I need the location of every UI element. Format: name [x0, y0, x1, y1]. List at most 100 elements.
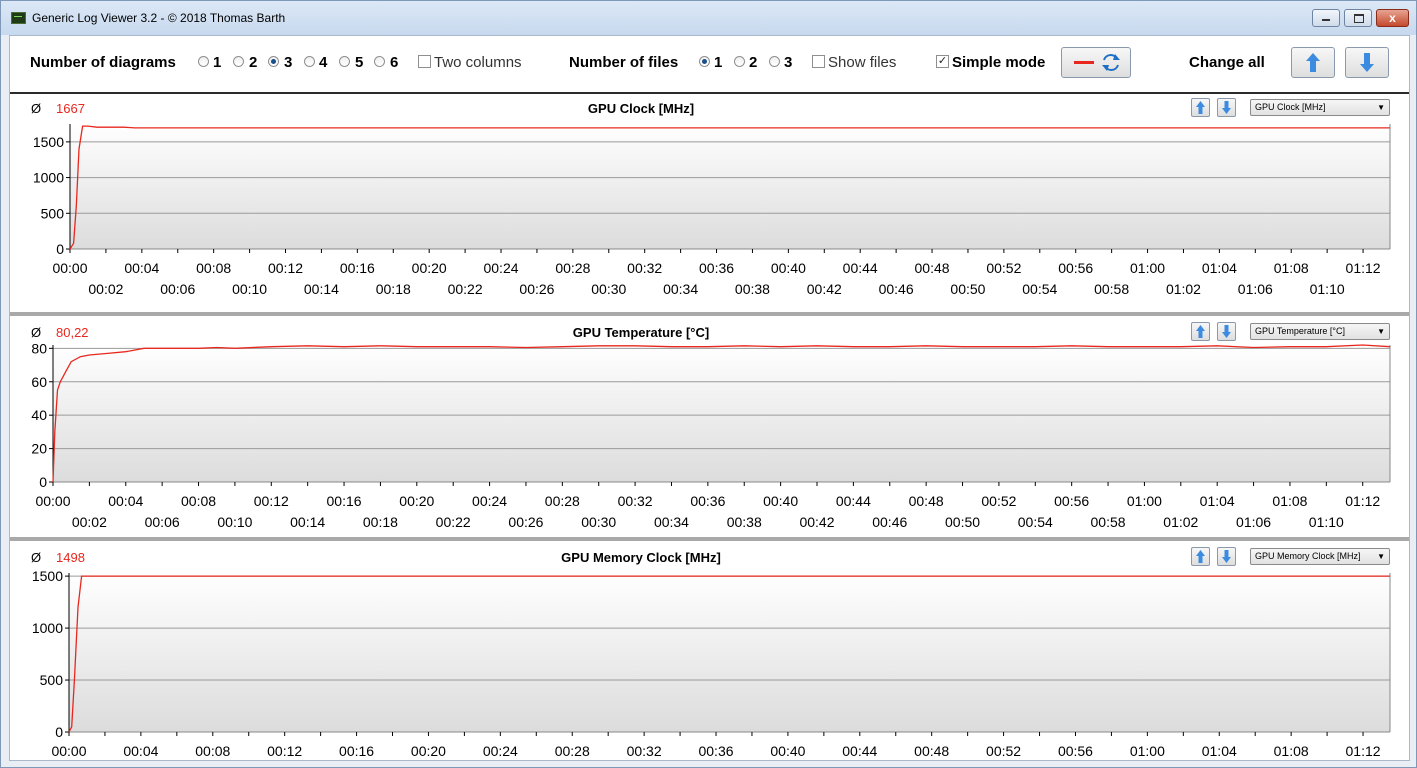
x-tick-label: 00:24: [483, 743, 518, 758]
x-tick-label: 00:52: [981, 493, 1016, 509]
x-tick-label: 00:14: [290, 514, 325, 530]
diagram-panel: Ø 80,22 GPU Temperature [°C] GPU Tempera…: [10, 317, 1409, 536]
files-radio-1[interactable]: [699, 56, 710, 67]
diagram-move-up-button[interactable]: [1191, 547, 1210, 566]
two-columns-checkbox[interactable]: [418, 55, 431, 68]
app-icon: [11, 12, 26, 24]
arrow-up-icon: [1306, 53, 1320, 72]
x-tick-label: 00:38: [727, 514, 762, 530]
x-tick-label: 01:08: [1272, 493, 1307, 509]
line-style-button[interactable]: [1061, 47, 1131, 78]
x-tick-label: 00:12: [268, 260, 303, 276]
x-tick-label: 00:34: [654, 514, 689, 530]
plot-background: [70, 124, 1390, 249]
x-tick-label: 00:52: [986, 260, 1021, 276]
title-bar[interactable]: Generic Log Viewer 3.2 - © 2018 Thomas B…: [1, 1, 1416, 35]
two-columns-label: Two columns: [434, 54, 522, 71]
plot-background: [69, 573, 1390, 732]
maximize-button[interactable]: [1344, 9, 1372, 27]
x-tick-label: 00:14: [304, 281, 339, 297]
x-tick-label: 00:16: [339, 743, 374, 758]
diagram-move-up-button[interactable]: [1191, 322, 1210, 341]
diagram-move-down-button[interactable]: [1217, 98, 1236, 117]
x-tick-label: 00:46: [879, 281, 914, 297]
arrow-down-icon: [1222, 101, 1231, 114]
minimize-button[interactable]: [1312, 9, 1340, 27]
files-option-label: 3: [784, 54, 793, 71]
x-tick-label: 00:02: [88, 281, 123, 297]
y-tick-label: 500: [40, 672, 64, 688]
show-files-checkbox[interactable]: [812, 55, 825, 68]
x-tick-label: 01:06: [1236, 514, 1271, 530]
y-tick-label: 20: [31, 441, 47, 457]
diagrams-option-label: 6: [390, 54, 399, 71]
diagrams-radio-4[interactable]: [304, 56, 315, 67]
y-tick-label: 0: [55, 724, 63, 740]
window-title: Generic Log Viewer 3.2 - © 2018 Thomas B…: [32, 11, 286, 25]
x-tick-label: 00:28: [555, 260, 590, 276]
files-radio-2[interactable]: [734, 56, 745, 67]
x-tick-label: 00:26: [519, 281, 554, 297]
x-tick-label: 00:32: [618, 493, 653, 509]
diagram-move-down-button[interactable]: [1217, 322, 1236, 341]
x-tick-label: 00:26: [508, 514, 543, 530]
x-tick-label: 00:32: [627, 260, 662, 276]
x-tick-label: 00:28: [545, 493, 580, 509]
simple-mode-checkbox[interactable]: ✓: [936, 55, 949, 68]
diagrams-radio-1[interactable]: [198, 56, 209, 67]
diagrams-option-label: 4: [319, 54, 328, 71]
x-tick-label: 00:20: [411, 743, 446, 758]
x-tick-label: 00:44: [836, 493, 871, 509]
move-up-all-button[interactable]: [1291, 47, 1335, 78]
plot-background: [53, 345, 1390, 482]
diagrams-radio-5[interactable]: [339, 56, 350, 67]
x-tick-label: 00:16: [340, 260, 375, 276]
sensor-dropdown[interactable]: GPU Clock [MHz] ▼: [1250, 99, 1390, 116]
x-tick-label: 00:10: [232, 281, 267, 297]
x-tick-label: 00:56: [1054, 493, 1089, 509]
diagrams-radio-2[interactable]: [233, 56, 244, 67]
diagram-move-up-button[interactable]: [1191, 98, 1210, 117]
close-button[interactable]: x: [1376, 9, 1409, 27]
diagrams-radio-6[interactable]: [374, 56, 385, 67]
files-radio-3[interactable]: [769, 56, 780, 67]
refresh-arrowhead: [1113, 54, 1120, 60]
x-tick-label: 00:30: [581, 514, 616, 530]
y-tick-label: 0: [56, 241, 64, 257]
x-tick-label: 00:30: [591, 281, 626, 297]
x-tick-label: 00:20: [412, 260, 447, 276]
x-tick-label: 01:10: [1309, 514, 1344, 530]
arrow-up-icon: [1196, 101, 1205, 114]
diagram-move-down-button[interactable]: [1217, 547, 1236, 566]
x-tick-label: 00:56: [1058, 743, 1093, 758]
y-tick-label: 1500: [33, 134, 64, 150]
x-tick-label: 00:18: [363, 514, 398, 530]
x-tick-label: 01:04: [1202, 260, 1237, 276]
x-tick-label: 00:54: [1018, 514, 1053, 530]
sensor-dropdown[interactable]: GPU Memory Clock [MHz] ▼: [1250, 548, 1390, 565]
diagram-title: GPU Clock [MHz]: [587, 101, 695, 116]
x-tick-label: 01:00: [1130, 260, 1165, 276]
y-tick-label: 0: [39, 474, 47, 490]
x-tick-label: 00:28: [555, 743, 590, 758]
x-tick-label: 00:10: [217, 514, 252, 530]
y-tick-label: 1000: [32, 620, 63, 636]
x-tick-label: 00:50: [950, 281, 985, 297]
series-line: [68, 575, 1390, 733]
diagrams-radio-3[interactable]: [268, 56, 279, 67]
move-down-all-button[interactable]: [1345, 47, 1389, 78]
x-tick-label: 01:06: [1238, 281, 1273, 297]
series-line: [52, 344, 1391, 483]
diagrams-option-label: 5: [355, 54, 364, 71]
x-tick-label: 00:04: [108, 493, 143, 509]
arrow-down-icon: [1360, 53, 1374, 72]
line-style-icons: [1074, 54, 1120, 71]
y-tick-label: 60: [31, 374, 47, 390]
client-area: Number of diagrams 1 2 3 4 5 6 Two colum…: [9, 35, 1410, 761]
x-tick-label: 00:12: [267, 743, 302, 758]
average-symbol: Ø: [31, 550, 42, 565]
y-tick-label: 1000: [33, 170, 64, 186]
sensor-dropdown[interactable]: GPU Temperature [°C] ▼: [1250, 323, 1390, 340]
